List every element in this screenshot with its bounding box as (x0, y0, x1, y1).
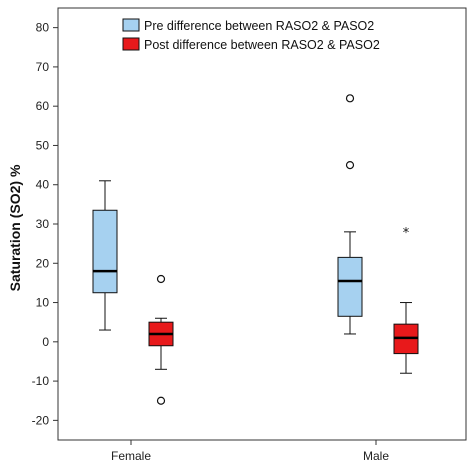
y-tick-label: -10 (32, 374, 50, 388)
box-0-1 (337, 94, 363, 335)
y-axis-title: Saturation (SO2) % (7, 164, 23, 291)
y-tick-label: 80 (36, 21, 50, 35)
legend: Pre difference between RASO2 & PASO2 Post… (122, 18, 380, 52)
axes-layer: 80 70 60 50 40 30 20 10 0 -10 -20 Female Male (32, 7, 467, 463)
x-tick-label: Female (111, 449, 151, 463)
box-1-0 (148, 274, 174, 405)
iqr-box (92, 209, 118, 294)
box-0-0 (92, 180, 118, 331)
iqr-box (337, 256, 363, 317)
outlier-point (345, 94, 355, 103)
y-tick-label: 70 (36, 60, 50, 74)
extreme-point: * (403, 226, 410, 241)
outlier-point (345, 160, 355, 170)
legend-swatch (122, 18, 140, 32)
y-tick-label: 60 (36, 99, 50, 113)
y-tick-label: 30 (36, 217, 50, 231)
legend-label: Pre difference between RASO2 & PASO2 (144, 19, 374, 33)
y-tick-label: 20 (36, 256, 50, 270)
box-1-1: * (393, 226, 419, 374)
y-tick-label: 10 (36, 296, 50, 310)
y-tick-label: 0 (42, 335, 49, 349)
marks-layer: * (92, 94, 419, 405)
x-tick-label: Male (363, 449, 389, 463)
legend-swatch (122, 37, 140, 51)
outlier-point (156, 396, 166, 405)
y-tick-label: 40 (36, 178, 50, 192)
y-tick-label: -20 (32, 413, 50, 427)
legend-label: Post difference between RASO2 & PASO2 (144, 38, 380, 52)
plot-frame (57, 7, 467, 441)
y-tick-label: 50 (36, 138, 50, 152)
outlier-point (156, 274, 166, 284)
